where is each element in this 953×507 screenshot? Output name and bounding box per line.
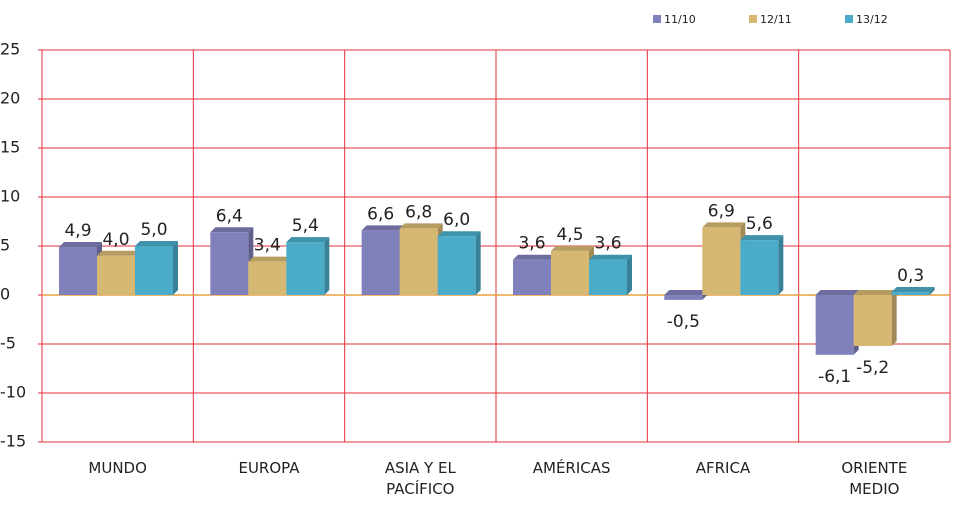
bar-top	[286, 237, 330, 243]
y-tick-label: 15	[0, 138, 20, 157]
data-label: 5,6	[746, 214, 773, 234]
data-label: 6,4	[216, 206, 243, 226]
x-tick-label: EUROPA	[238, 459, 300, 477]
x-tick-label: ORIENTE MEDIO	[841, 459, 908, 498]
x-tick-label: AMÉRICAS	[532, 459, 611, 477]
bar-side	[778, 235, 784, 295]
bar-side	[173, 241, 178, 295]
legend-label: 12/11	[760, 13, 792, 26]
y-tick-label: 5	[0, 236, 10, 255]
bar	[702, 227, 741, 295]
x-tick-label: MUNDO	[88, 459, 147, 477]
bar-side	[627, 254, 632, 295]
bar-top	[702, 222, 746, 228]
bar	[286, 242, 325, 295]
bar-top	[361, 225, 405, 231]
data-label: 6,6	[367, 204, 394, 224]
bar-top	[97, 250, 140, 256]
bar-top	[551, 245, 594, 251]
data-label: 3,6	[518, 234, 545, 254]
bar-top	[399, 223, 443, 229]
legend-swatch	[845, 15, 853, 23]
data-label: 6,8	[405, 202, 432, 222]
bar	[513, 259, 551, 295]
bar	[59, 246, 97, 295]
bar-side	[475, 231, 481, 295]
data-label: -5,2	[856, 358, 889, 378]
data-label: 4,9	[64, 221, 91, 241]
legend-label: 11/10	[664, 13, 696, 26]
bar-side	[324, 237, 330, 295]
legend-swatch	[653, 15, 661, 23]
y-tick-label: 0	[0, 285, 10, 304]
data-label: 3,4	[254, 236, 281, 256]
bar	[853, 295, 892, 346]
data-label: 3,6	[594, 234, 621, 254]
legend-label: 13/12	[856, 13, 888, 26]
data-label: 5,0	[140, 220, 167, 240]
bar	[437, 236, 476, 295]
bar	[740, 240, 779, 295]
bar-top	[589, 254, 632, 260]
data-label: -0,5	[667, 312, 700, 332]
bar-top	[135, 241, 178, 246]
y-tick-label: -10	[0, 383, 26, 402]
bar-side	[929, 287, 935, 295]
x-tick-label: ASIA Y EL PACÍFICO	[384, 459, 456, 498]
bar	[815, 295, 854, 355]
legend-swatch	[749, 15, 757, 23]
bar-top	[740, 235, 784, 241]
bar	[210, 232, 249, 295]
bar	[135, 246, 173, 295]
data-label: -6,1	[818, 367, 851, 387]
y-tick-label: -15	[0, 432, 26, 451]
bar-top	[664, 290, 708, 295]
bar	[97, 255, 135, 295]
bar	[891, 292, 930, 295]
bar	[248, 261, 287, 295]
bar-top	[513, 254, 556, 260]
y-tick-label: 25	[0, 40, 20, 59]
data-label: 4,0	[102, 230, 129, 250]
bar-top	[59, 241, 102, 247]
bar-top	[437, 231, 481, 237]
data-label: 6,9	[708, 201, 735, 221]
bar-top	[210, 227, 254, 233]
data-label: 6,0	[443, 210, 470, 230]
bar-side	[891, 290, 897, 346]
y-tick-label: 20	[0, 89, 20, 108]
data-label: 0,3	[897, 266, 924, 286]
bar	[361, 230, 400, 295]
bar-top	[815, 290, 859, 295]
y-tick-label: -5	[0, 334, 16, 353]
bar-top	[248, 256, 292, 262]
bar	[664, 295, 703, 300]
bar	[551, 250, 589, 295]
bar-top	[853, 290, 897, 295]
y-tick-label: 10	[0, 187, 20, 206]
bar-top	[891, 287, 935, 293]
data-label: 5,4	[292, 216, 319, 236]
x-tick-label: AFRICA	[695, 459, 751, 477]
data-label: 4,5	[556, 225, 583, 245]
bar	[589, 259, 627, 295]
bar	[399, 228, 438, 295]
